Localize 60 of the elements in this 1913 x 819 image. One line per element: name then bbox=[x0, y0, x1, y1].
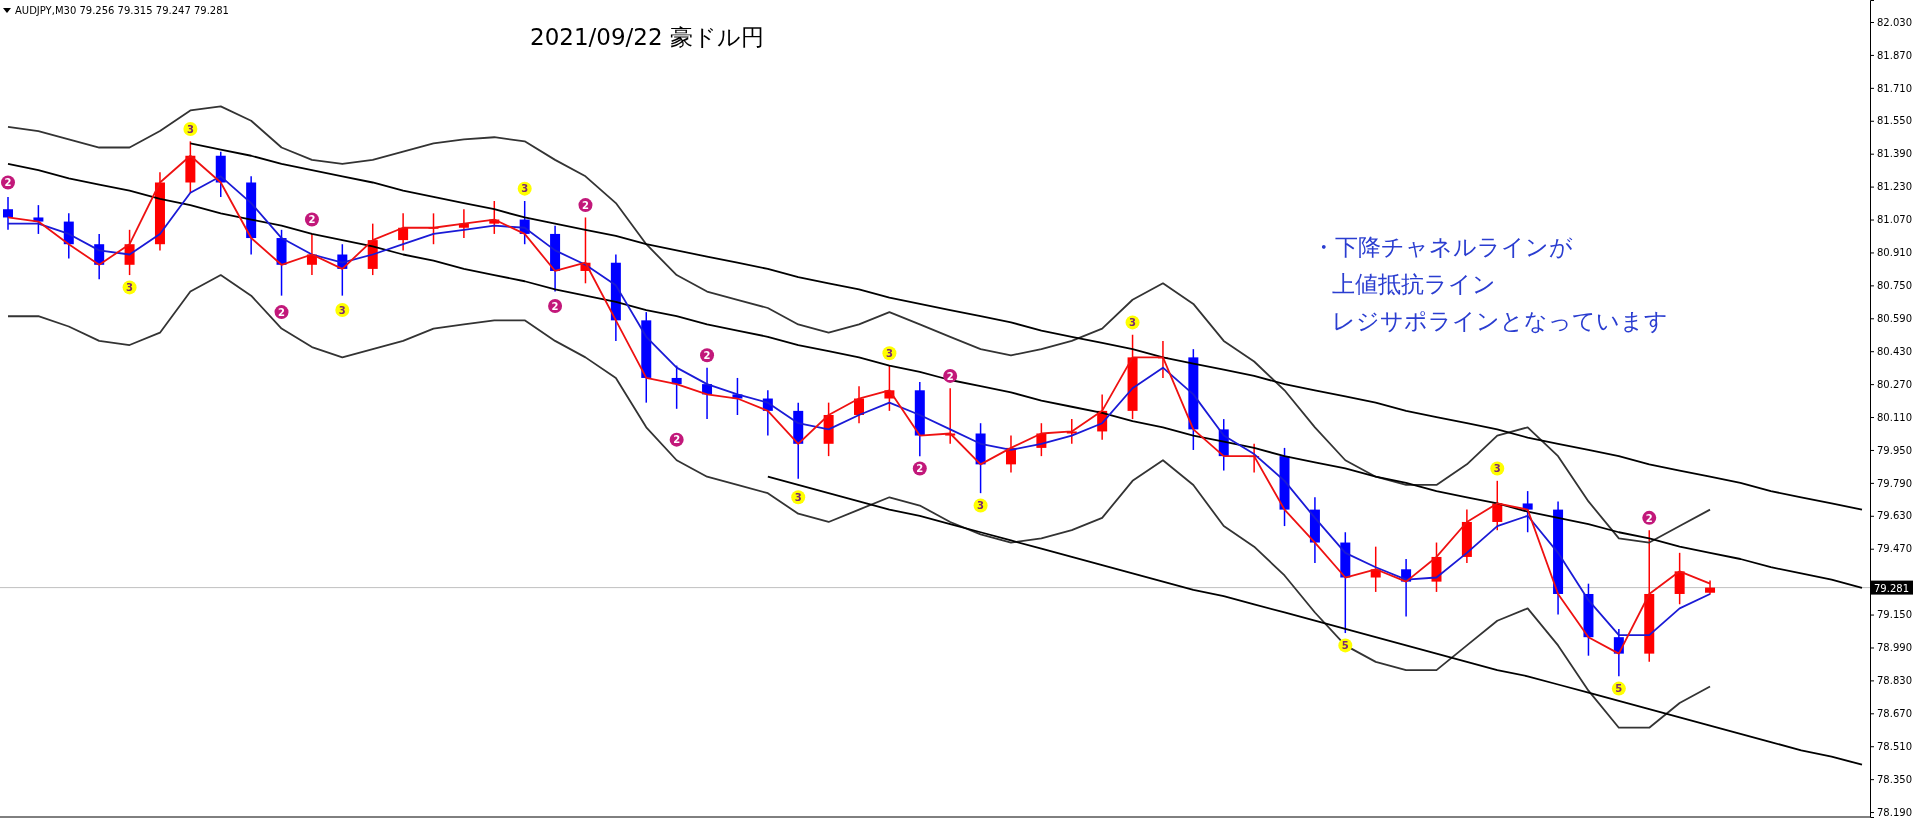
annotation: レジサポラインとなっています bbox=[1332, 308, 1668, 334]
y-tick-label: 78.510 bbox=[1877, 740, 1912, 752]
text: 3 bbox=[1493, 463, 1501, 475]
annotation: ・下降チャネルラインが bbox=[1312, 234, 1573, 260]
y-tick-label: 80.110 bbox=[1877, 411, 1912, 423]
text: 3 bbox=[885, 348, 893, 360]
text: 2 bbox=[4, 177, 12, 189]
line-series bbox=[189, 142, 1863, 511]
line-series bbox=[7, 274, 1711, 729]
y-tick-label: 78.670 bbox=[1877, 708, 1912, 720]
line-series bbox=[7, 163, 1863, 589]
y-tick-label: 80.910 bbox=[1877, 247, 1912, 259]
text: 2 bbox=[946, 370, 954, 382]
annotation: 上値抵抗ライン bbox=[1332, 271, 1496, 297]
text: 2021/09/22 豪ドル円 bbox=[530, 24, 764, 50]
text: 2 bbox=[916, 463, 924, 475]
candlestick bbox=[1492, 480, 1503, 531]
text: 3 bbox=[186, 123, 194, 135]
text: 5 bbox=[1615, 683, 1623, 695]
candlestick bbox=[1674, 552, 1685, 606]
text: 2 bbox=[1645, 512, 1653, 524]
y-tick-label: 80.270 bbox=[1877, 378, 1912, 390]
series-label: 3 bbox=[126, 282, 134, 294]
text: 2 bbox=[278, 306, 286, 318]
text: 2 bbox=[581, 199, 589, 211]
y-tick-label: 79.470 bbox=[1877, 543, 1912, 555]
y-tick-label: 79.790 bbox=[1877, 477, 1912, 489]
text: 3 bbox=[977, 500, 985, 512]
series-label: 5 bbox=[1341, 640, 1349, 652]
y-tick-label: 81.550 bbox=[1877, 115, 1912, 127]
y-tick-label: 81.870 bbox=[1877, 49, 1912, 61]
y-tick-label: 81.710 bbox=[1877, 82, 1912, 94]
annotation: AUDJPY,M30 79.256 79.315 79.247 79.281 bbox=[15, 5, 229, 16]
y-tick-label: 79.630 bbox=[1877, 510, 1912, 522]
y-tick-label: 81.390 bbox=[1877, 148, 1912, 160]
text: 2 bbox=[308, 214, 316, 226]
y-tick-label: 78.990 bbox=[1877, 642, 1912, 654]
y-tick-label: 80.590 bbox=[1877, 312, 1912, 324]
line-series bbox=[766, 475, 1863, 766]
candlestick bbox=[3, 196, 13, 231]
text: 2 bbox=[673, 434, 681, 446]
y-tick-label: 79.150 bbox=[1877, 609, 1912, 621]
y-tick-label: 82.030 bbox=[1877, 16, 1912, 28]
y-tick-label: 81.070 bbox=[1877, 214, 1912, 226]
text: 3 bbox=[794, 492, 802, 504]
text: 3 bbox=[1129, 317, 1137, 329]
y-tick-label: 78.190 bbox=[1877, 806, 1912, 818]
y-tick-label: 81.230 bbox=[1877, 181, 1912, 193]
line-series bbox=[7, 105, 1711, 544]
y-tick-label: 80.750 bbox=[1877, 280, 1912, 292]
text: 3 bbox=[338, 304, 346, 316]
series-label: 2 bbox=[551, 300, 559, 312]
ref-line-label: 79.281 bbox=[1874, 582, 1909, 594]
y-tick-label: 79.950 bbox=[1877, 444, 1912, 456]
y-tick-label: 78.830 bbox=[1877, 675, 1912, 687]
y-tick-label: 78.350 bbox=[1877, 773, 1912, 785]
text: 2 bbox=[703, 350, 711, 362]
candlestick bbox=[1522, 490, 1533, 533]
y-tick-label: 80.430 bbox=[1877, 345, 1912, 357]
text: 3 bbox=[521, 183, 529, 195]
